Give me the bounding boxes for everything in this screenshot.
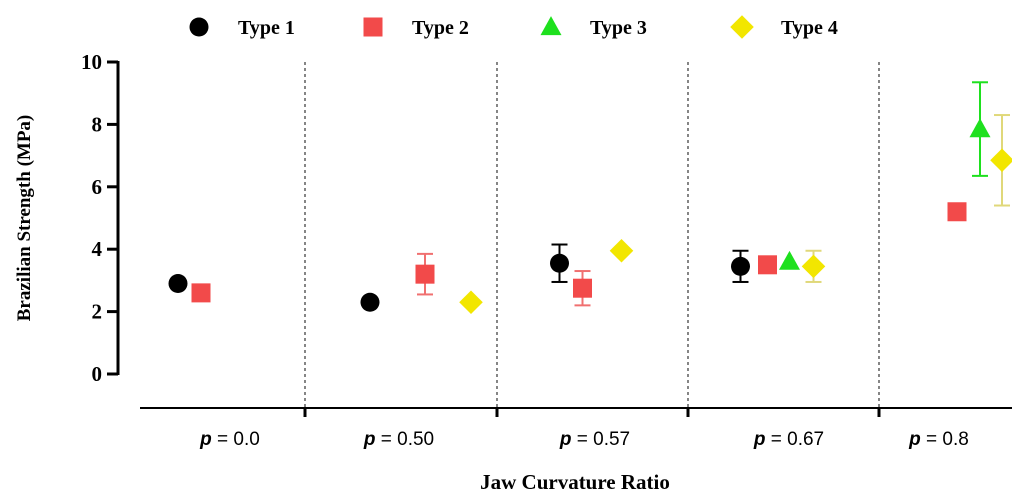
legend-marker-triangle — [540, 16, 562, 36]
x-group-label: p = 0.8 — [908, 429, 969, 450]
data-point — [947, 202, 967, 222]
y-tick-label: 6 — [92, 175, 103, 199]
x-group-label: p = 0.67 — [753, 429, 824, 450]
legend-marker-circle — [189, 17, 209, 37]
y-tick-label: 0 — [92, 362, 103, 386]
x-group-label: p = 0.50 — [363, 429, 434, 450]
data-point — [731, 249, 750, 283]
y-tick-label: 10 — [81, 50, 102, 74]
data-point — [969, 81, 991, 177]
data-point — [415, 252, 435, 296]
y-tick-label: 4 — [92, 237, 103, 261]
data-point — [990, 114, 1012, 207]
point-marker-circle — [550, 253, 569, 273]
data-point — [459, 290, 483, 315]
legend-label: Type 3 — [590, 17, 647, 39]
data-point — [779, 250, 800, 270]
x-axis-label: Jaw Curvature Ratio — [480, 470, 670, 494]
data-point — [360, 292, 380, 312]
point-marker-diamond — [801, 254, 826, 279]
legend-label: Type 2 — [412, 17, 469, 39]
point-marker-diamond — [609, 238, 634, 263]
data-point — [168, 274, 188, 294]
x-axis: p = 0.0 p = 0.50 p = 0.57 p = 0.67 p = 0.8 — [140, 407, 1012, 450]
point-marker-square — [415, 264, 435, 284]
point-marker-square — [758, 255, 777, 275]
data-point — [758, 255, 777, 275]
legend-item: Type 2 — [363, 17, 469, 39]
x-group-label: p = 0.0 — [199, 429, 260, 450]
legend-label: Type 4 — [781, 17, 838, 39]
data-point — [801, 249, 826, 283]
legend-item: Type 4 — [730, 15, 838, 39]
y-axis-label: Brazilian Strength (MPa) — [14, 115, 35, 322]
y-tick-label: 2 — [92, 300, 103, 324]
point-marker-circle — [731, 256, 750, 276]
x-group-label: p = 0.57 — [559, 429, 630, 450]
y-axis: 0 2 4 6 8 10 — [81, 50, 120, 386]
data-marks — [168, 81, 1012, 315]
legend-marker-diamond — [730, 15, 754, 39]
point-marker-diamond — [990, 148, 1012, 173]
group-dividers — [304, 62, 880, 408]
point-marker-square — [947, 202, 967, 222]
legend-label: Type 1 — [238, 17, 295, 39]
point-marker-square — [191, 283, 211, 303]
y-tick-label: 8 — [92, 112, 103, 136]
data-point — [550, 243, 569, 283]
legend-item: Type 1 — [189, 17, 295, 39]
point-marker-circle — [360, 292, 380, 312]
legend: Type 1 Type 2 Type 3 Type 4 — [189, 15, 838, 39]
point-marker-square — [573, 278, 592, 298]
point-marker-triangle — [779, 250, 800, 270]
data-point — [573, 270, 592, 307]
point-marker-triangle — [969, 118, 991, 138]
point-marker-circle — [168, 274, 188, 294]
legend-marker-square — [363, 17, 383, 37]
point-marker-diamond — [459, 290, 483, 315]
data-point — [609, 238, 634, 263]
legend-item: Type 3 — [540, 16, 647, 39]
data-point — [191, 283, 211, 303]
